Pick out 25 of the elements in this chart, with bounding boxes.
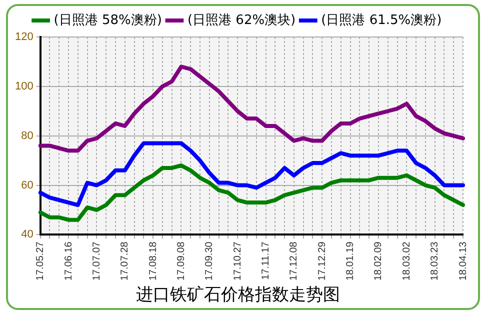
x-tick-label: 17.08.18 (148, 241, 159, 281)
x-tick-label: 18.03.02 (401, 241, 412, 281)
x-tick-label: 17.11.17 (260, 241, 272, 280)
x-tick-label: 17.10.27 (232, 241, 244, 281)
y-tick-label: 80 (21, 130, 34, 142)
y-tick-label: 120 (14, 31, 34, 44)
x-tick-label: 17.07.07 (91, 241, 102, 281)
x-tick-label: 17.09.08 (176, 241, 187, 281)
legend-label: (日照港 58%澳粉) (54, 12, 162, 28)
x-tick-label: 17.07.28 (120, 241, 131, 281)
y-tick-label: 40 (21, 228, 34, 241)
x-tick-label: 18.01.19 (345, 241, 356, 281)
x-tick-label: 18.03.23 (430, 241, 441, 281)
legend-label: (日照港 62%澳块) (187, 12, 296, 28)
x-tick-label: 17.06.16 (63, 241, 74, 281)
x-tick-label: 17.12.29 (316, 241, 328, 281)
x-tick-label: 18.02.09 (373, 241, 384, 281)
x-tick-label: 17.09.30 (204, 241, 216, 281)
y-tick-label: 100 (14, 80, 34, 92)
x-tick-label: 17.05.27 (35, 241, 46, 281)
text: 进口铁矿石价格指数走势图 (136, 285, 340, 306)
x-tick-label: 17.12.08 (288, 241, 300, 281)
x-tick-label: 18.04.13 (458, 241, 469, 281)
y-tick-label: 60 (21, 179, 34, 192)
legend-label: (日照港 61.5%澳粉) (321, 12, 442, 28)
